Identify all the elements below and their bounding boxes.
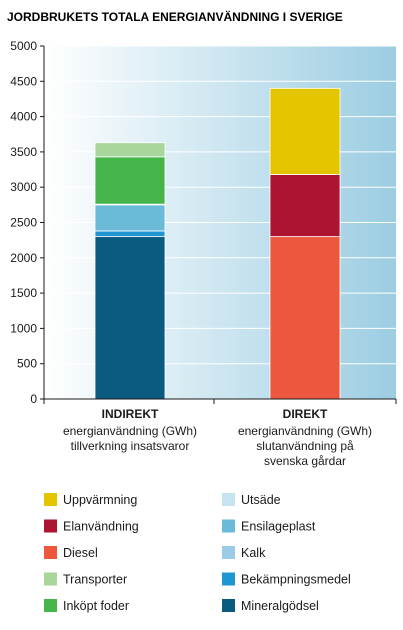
category-label: INDIREKT <box>102 407 159 421</box>
legend-label: Uppvärmning <box>63 493 137 507</box>
y-tick-label: 4500 <box>10 74 37 88</box>
legend-label: Elanvändning <box>63 520 139 534</box>
bar-segment <box>94 236 166 400</box>
category-label: DIREKT <box>283 407 328 421</box>
legend-label: Inköpt foder <box>63 599 129 613</box>
y-tick-label: 0 <box>30 392 37 406</box>
bar-segment <box>94 156 166 205</box>
y-tick-label: 2500 <box>10 216 37 230</box>
legend-swatch <box>222 572 235 586</box>
legend-label: Transporter <box>63 573 127 587</box>
bar-segment <box>94 204 166 232</box>
y-tick-label: 3000 <box>10 180 37 194</box>
y-tick-label: 1500 <box>10 286 37 300</box>
bar-segment <box>269 236 341 400</box>
legend: Uppvärmning Elanvändning Diesel Transporter… <box>44 493 351 613</box>
legend-label: Kalk <box>241 546 266 560</box>
y-tick-labels: 0 500 1000 1500 2000 2500 3000 3500 4000 4500 5000 <box>10 39 37 406</box>
legend-swatch <box>44 599 57 612</box>
y-tick-label: 3500 <box>10 145 37 159</box>
legend-swatch <box>222 519 235 533</box>
legend-label: Diesel <box>63 546 98 560</box>
y-tick-label: 1000 <box>10 321 37 335</box>
bars <box>94 87 341 400</box>
category-sublabel: energianvändning (GWh) <box>63 424 197 438</box>
legend-swatch <box>44 572 57 586</box>
category-sublabel: energianvändning (GWh) <box>238 424 372 438</box>
bar-segment <box>94 230 166 238</box>
y-tick-label: 500 <box>17 357 37 371</box>
bar-segment <box>269 87 341 175</box>
legend-swatch <box>44 493 57 506</box>
category-sublabel: tillverkning insatsvaror <box>71 439 190 453</box>
legend-label: Ensilageplast <box>241 520 316 534</box>
bar-segment <box>269 174 341 238</box>
chart-title: JORDBRUKETS TOTALA ENERGIANVÄNDNING I SV… <box>7 9 343 24</box>
legend-label: Mineralgödsel <box>241 599 319 613</box>
y-tick-label: 4000 <box>10 110 37 124</box>
bar-segment <box>94 142 166 158</box>
legend-swatch <box>222 599 235 612</box>
legend-swatch <box>44 546 57 559</box>
legend-swatch <box>222 493 235 506</box>
legend-swatch <box>44 519 57 533</box>
legend-label: Bekämpningsmedel <box>241 573 351 587</box>
category-sublabel: slutanvändning på <box>256 439 354 453</box>
legend-label: Utsäde <box>241 493 281 507</box>
category-sublabel: svenska gårdar <box>264 454 346 468</box>
legend-swatch <box>222 546 235 559</box>
axes <box>40 45 397 404</box>
y-tick-label: 5000 <box>10 39 37 53</box>
y-tick-label: 2000 <box>10 251 37 265</box>
